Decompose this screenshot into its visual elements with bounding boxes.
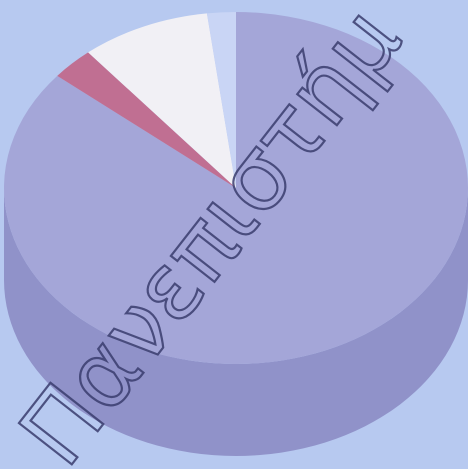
pie-slice <box>206 12 236 188</box>
pie-slice <box>88 13 236 188</box>
pie-slice <box>4 12 468 364</box>
pie <box>4 12 468 456</box>
pie-side <box>4 188 468 456</box>
pie-slice <box>57 52 236 189</box>
